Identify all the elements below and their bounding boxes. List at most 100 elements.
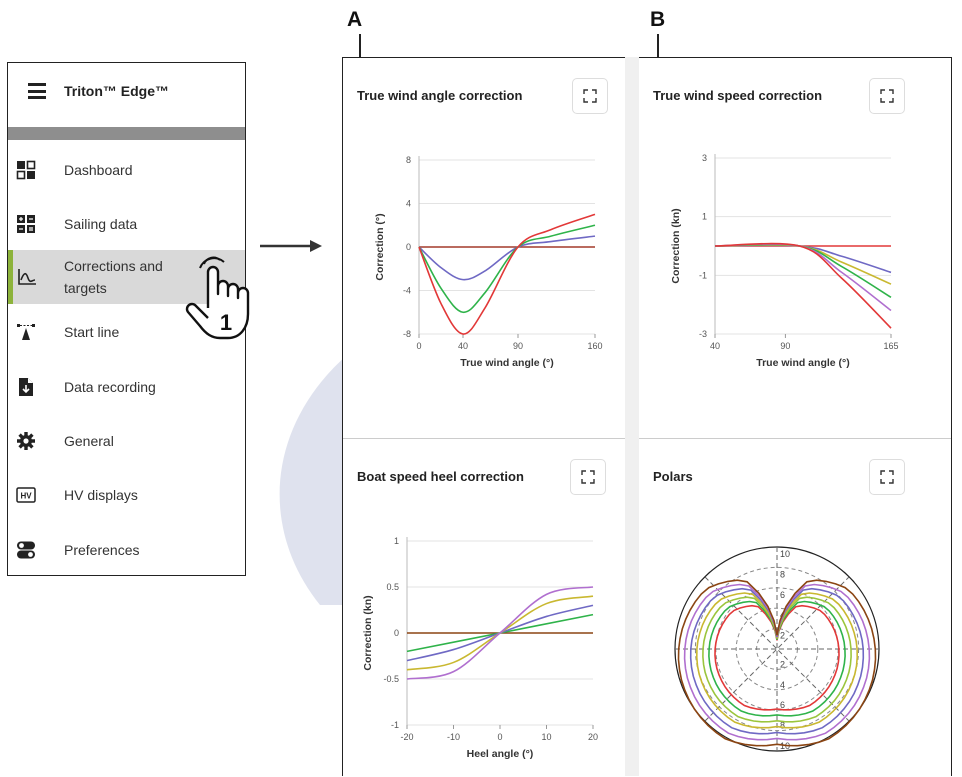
card-title: Boat speed heel correction	[357, 469, 524, 484]
data-recording-icon	[19, 378, 33, 396]
arrow-right-icon	[260, 240, 322, 252]
expand-button[interactable]	[570, 459, 606, 495]
card-polars: Polars 2 2 4 4 6 6 8 8 10 10	[639, 438, 951, 777]
y-tick-label: 0	[394, 628, 399, 638]
polar-ring	[735, 607, 819, 691]
x-tick-label: 20	[588, 732, 598, 742]
card-boat-speed-heel: Boat speed heel correction 1 0.5 0 -0.5 -1 -2…	[343, 438, 625, 777]
expand-button[interactable]	[572, 78, 608, 114]
polar-series-line	[695, 592, 859, 729]
series-line	[714, 244, 892, 285]
start-line-icon	[17, 324, 35, 340]
y-tick-label: 4	[406, 199, 411, 209]
series-line	[714, 242, 892, 329]
sidebar-item-start-line[interactable]: Start line	[8, 305, 245, 359]
y-tick-label: -0.5	[383, 674, 399, 684]
polar-series-line	[714, 604, 840, 711]
card-title: True wind speed correction	[653, 88, 823, 103]
svg-text:HV: HV	[20, 492, 32, 501]
x-tick-label: 160	[587, 341, 602, 351]
sidebar-item-corrections-and-targets[interactable]: Corrections and targets	[8, 250, 245, 304]
polar-series-line	[689, 587, 865, 735]
r-tick-label: 6	[780, 590, 785, 600]
corrections-icon	[18, 269, 36, 285]
y-tick-label: 0.5	[386, 582, 399, 592]
card-title: True wind angle correction	[357, 88, 523, 103]
r-tick-label: 8	[780, 721, 785, 731]
series-line	[418, 224, 596, 314]
y-tick-label: 8	[406, 155, 411, 165]
x-tick-label: 90	[513, 341, 523, 351]
polar-tick	[843, 571, 855, 583]
r-tick-label: 2	[780, 659, 785, 669]
app-title: Triton™ Edge™	[64, 83, 169, 99]
r-tick-label: 2	[780, 631, 785, 641]
expand-icon	[583, 89, 597, 103]
expand-icon	[581, 470, 595, 484]
sailing-data-icon	[17, 215, 35, 233]
y-tick-label: 1	[394, 536, 399, 546]
y-tick-label: -4	[403, 286, 411, 296]
y-tick-label: -1	[391, 720, 399, 730]
sidebar-item-label: Data recording	[64, 379, 156, 395]
series-line	[418, 213, 596, 335]
x-tick-label: -10	[447, 732, 460, 742]
sidebar-item-general[interactable]: General	[8, 414, 245, 468]
expand-icon	[880, 470, 894, 484]
callout-a: A	[347, 8, 363, 31]
r-tick-label: 4	[780, 680, 785, 690]
sidebar-item-sailing-data[interactable]: Sailing data	[8, 197, 245, 251]
x-tick-label: 10	[541, 732, 551, 742]
x-tick-label: 165	[883, 341, 898, 351]
sidebar-item-dashboard[interactable]: Dashboard	[8, 143, 245, 197]
y-tick-label: 3	[702, 153, 707, 163]
panel-gutter	[625, 57, 639, 776]
r-tick-label: 6	[780, 700, 785, 710]
tap-gesture-icon: 1	[185, 256, 250, 340]
sidebar-header: Triton™ Edge™	[8, 63, 245, 127]
y-axis-label: Correction (°)	[374, 213, 386, 280]
y-axis-label: Correction (kn)	[670, 208, 682, 283]
callout-b: B	[650, 8, 666, 31]
x-tick-label: 90	[780, 341, 790, 351]
y-tick-label: -3	[699, 329, 707, 339]
x-tick-label: 40	[458, 341, 468, 351]
card-title: Polars	[653, 469, 693, 484]
polar-series-line	[702, 596, 852, 723]
toggle-icon	[17, 541, 35, 559]
sidebar-item-label: Start line	[64, 324, 120, 340]
polar-series-line	[708, 600, 846, 717]
r-tick-label: 10	[780, 549, 790, 559]
menu-icon[interactable]	[28, 83, 46, 99]
sidebar-divider	[8, 127, 245, 140]
expand-button[interactable]	[869, 78, 905, 114]
series-line	[406, 586, 594, 680]
dashboard-icon	[16, 160, 36, 180]
r-tick-label: 8	[780, 569, 785, 579]
card-true-wind-angle: True wind angle correction 8 4 0 -4 -8 0 40 90 1…	[343, 58, 625, 388]
y-tick-label: 0	[406, 242, 411, 252]
sidebar-item-label: Sailing data	[64, 216, 138, 232]
chart-true-wind-speed: 3 1 -1 -340 90 165 True wind angle (°) Correcti…	[670, 153, 899, 369]
x-tick-label: 40	[710, 341, 720, 351]
expand-button[interactable]	[869, 459, 905, 495]
polar-series-line	[677, 579, 877, 747]
sidebar-item-label: Preferences	[64, 542, 140, 558]
polar-series-line	[683, 583, 871, 741]
x-axis-label: True wind angle (°)	[756, 357, 849, 369]
sidebar-item-data-recording[interactable]: Data recording	[8, 360, 245, 414]
sidebar-item-preferences[interactable]: Preferences	[8, 523, 245, 577]
x-tick-label: -20	[400, 732, 413, 742]
x-tick-label: 0	[416, 341, 421, 351]
gear-icon	[17, 432, 35, 450]
y-tick-label: 1	[702, 212, 707, 222]
y-tick-label: -1	[699, 270, 707, 280]
series-line	[418, 235, 596, 281]
step-number: 1	[220, 310, 232, 335]
chart-boat-speed-heel: 1 0.5 0 -0.5 -1-20 -10 0 10 20 Heel angle (°) Corr…	[362, 536, 598, 760]
hv-icon: HV	[16, 487, 36, 503]
x-axis-label: True wind angle (°)	[460, 357, 553, 369]
sidebar-item-hv-displays[interactable]: HV HV displays	[8, 468, 245, 522]
